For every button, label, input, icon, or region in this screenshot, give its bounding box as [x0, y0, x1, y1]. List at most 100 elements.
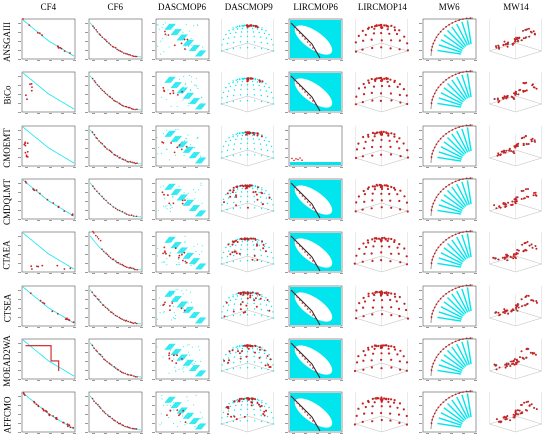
- feasible-sample: [187, 134, 188, 135]
- axis-edge: [515, 211, 541, 219]
- feasible-sample: [166, 405, 167, 406]
- subplot-canvas: [351, 177, 412, 225]
- x-tick-label: [49, 220, 52, 221]
- y-tick-label: [18, 166, 21, 167]
- solution-point: [399, 315, 401, 317]
- y-tick-label: [419, 245, 422, 246]
- solution-point: [390, 238, 392, 240]
- solution-point: [72, 427, 74, 429]
- solution-point: [442, 28, 444, 30]
- axis-edge: [382, 363, 408, 371]
- pareto-front-sample: [267, 416, 268, 417]
- solution-point: [249, 185, 251, 187]
- pareto-front-sample: [235, 32, 236, 33]
- solution-point: [505, 205, 507, 207]
- solution-point: [93, 188, 95, 190]
- pareto-front-segment: [92, 346, 93, 348]
- x-tick-label: [462, 167, 465, 168]
- y-tick-label: [419, 103, 422, 104]
- y-tick-label: [18, 157, 21, 158]
- pareto-front-sample: [264, 406, 265, 407]
- x-tick-label: [462, 60, 465, 61]
- subplot-canvas: [418, 17, 479, 65]
- solution-point: [534, 245, 536, 247]
- pareto-front-sample: [227, 43, 228, 44]
- solution-point: [462, 125, 464, 127]
- pareto-front-segment: [90, 129, 91, 131]
- pareto-front-segment: [23, 127, 24, 128]
- solution-point: [390, 306, 392, 308]
- solution-point: [304, 358, 306, 360]
- subplot-ctsea-cf6: [84, 284, 145, 332]
- pareto-front-sample: [273, 364, 274, 365]
- solution-point: [494, 311, 496, 313]
- solution-point: [241, 238, 243, 240]
- solution-point: [533, 192, 535, 194]
- x-tick-label: [128, 167, 131, 168]
- feasible-sample: [161, 398, 162, 399]
- x-tick-label: [37, 113, 40, 114]
- axis-edge: [222, 264, 248, 272]
- y-tick-label: [285, 290, 288, 291]
- solution-point: [394, 26, 396, 28]
- solution-point: [291, 23, 293, 25]
- y-tick-label: [419, 94, 422, 95]
- solution-point: [435, 356, 437, 358]
- x-tick-label: [426, 60, 429, 61]
- x-tick-label: [104, 220, 107, 221]
- pareto-front-segment: [36, 297, 37, 298]
- solution-point: [440, 297, 442, 299]
- solution-point: [250, 78, 252, 80]
- pareto-front-sample: [242, 79, 243, 80]
- pareto-front-sample: [228, 357, 229, 358]
- solution-point: [406, 201, 408, 203]
- pareto-front-sample: [273, 417, 274, 418]
- pareto-front-sample: [233, 261, 234, 262]
- solution-point: [229, 350, 231, 352]
- pareto-front-sample: [253, 138, 254, 139]
- solution-point: [448, 290, 450, 292]
- solution-point: [512, 309, 514, 311]
- pareto-front-segment: [45, 252, 46, 253]
- solution-point: [136, 269, 138, 271]
- solution-point: [378, 131, 380, 133]
- pareto-front-segment: [51, 42, 52, 43]
- x-tick-label: [474, 327, 477, 328]
- pareto-front-sample: [222, 311, 223, 312]
- pareto-front-sample: [223, 145, 224, 146]
- solution-point: [455, 287, 457, 289]
- subplot-canvas: [351, 70, 412, 118]
- feasible-sample: [171, 207, 172, 208]
- solution-point: [524, 304, 526, 306]
- solution-point: [362, 243, 364, 245]
- solution-point: [257, 134, 259, 136]
- plot-layer: [355, 179, 409, 219]
- solution-point: [526, 347, 528, 349]
- solution-point: [451, 182, 453, 184]
- solution-point: [236, 253, 238, 255]
- pareto-front-sample: [260, 409, 261, 410]
- solution-point: [506, 95, 508, 97]
- pareto-front-segment: [39, 87, 40, 88]
- pareto-front-segment: [92, 239, 93, 241]
- x-tick-label: [195, 327, 198, 328]
- pareto-front-segment: [71, 321, 72, 322]
- solution-point: [259, 79, 261, 81]
- pareto-front-segment: [62, 155, 63, 156]
- pareto-front-segment: [43, 356, 44, 357]
- axis-edge: [248, 43, 274, 51]
- solution-point: [431, 206, 433, 208]
- x-tick-label: [340, 380, 343, 381]
- feasible-sample: [163, 261, 164, 262]
- x-tick-label: [104, 273, 107, 274]
- pareto-front-sample: [226, 194, 227, 195]
- axis-edge: [382, 158, 408, 166]
- y-tick-label: [419, 352, 422, 353]
- solution-point: [389, 298, 391, 300]
- x-tick-label: [438, 380, 441, 381]
- solution-point: [131, 55, 133, 57]
- pareto-front-segment: [69, 373, 70, 374]
- solution-point: [61, 48, 63, 50]
- pareto-front-segment: [59, 314, 60, 315]
- x-tick-label: [438, 113, 441, 114]
